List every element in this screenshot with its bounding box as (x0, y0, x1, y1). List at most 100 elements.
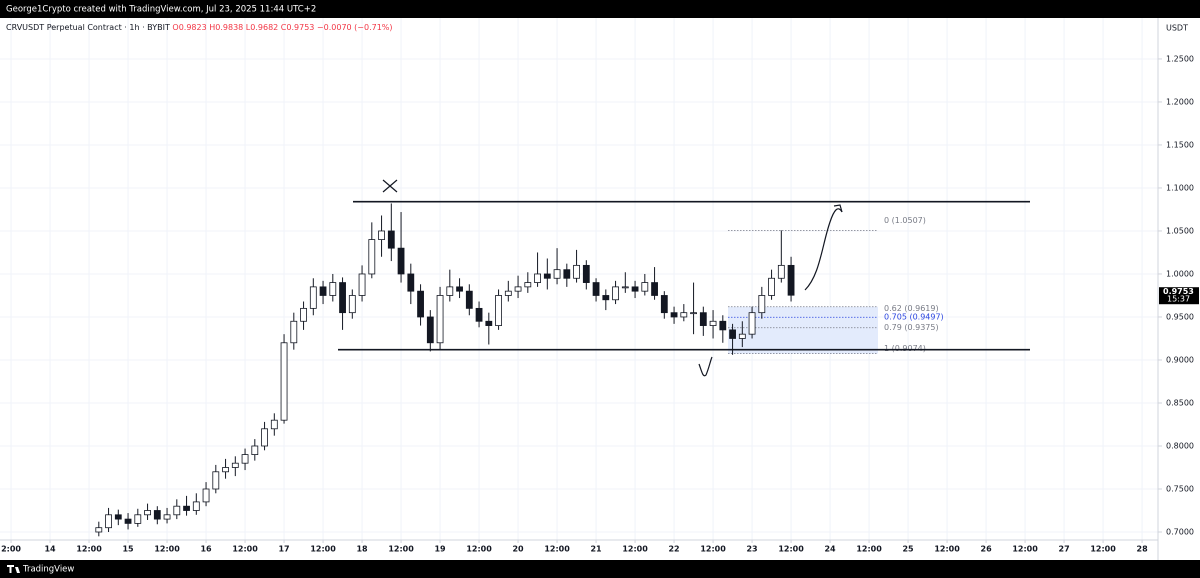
x-tick-label: 17 (278, 545, 289, 554)
y-tick-label: 0.8000 (1166, 441, 1194, 450)
x-tick-label: 25 (902, 545, 914, 554)
candle-body (465, 290, 473, 309)
candle-body (524, 282, 532, 288)
fib-label: 0.79 (0.9375) (884, 323, 939, 332)
candle-body (231, 462, 239, 468)
candle-body (153, 510, 161, 520)
x-tick-label: 12:00 (466, 545, 492, 554)
price-tag-countdown: 15:37 (1167, 295, 1190, 304)
x-tick-label: 12:00 (778, 545, 804, 554)
candle-body (397, 247, 405, 275)
symbol-text: O0.9823 (172, 23, 206, 32)
x-tick-label: 28 (1137, 545, 1149, 554)
candle-body (387, 230, 395, 249)
candle-body (641, 282, 649, 292)
candle-body (261, 428, 268, 447)
candle-body (212, 471, 220, 490)
candle-body (748, 312, 756, 335)
candle-body (660, 295, 668, 314)
drawing-x (382, 179, 398, 193)
x-tick-label: 20 (512, 545, 524, 554)
candle-body (456, 286, 463, 292)
x-tick-label: 14 (44, 545, 56, 554)
candle-body (738, 333, 746, 339)
y-tick-label: 0.7500 (1166, 484, 1194, 493)
candle-body (582, 264, 590, 283)
x-tick-label: 12:00 (1012, 545, 1038, 554)
candle-body (719, 320, 727, 331)
candle-body (163, 514, 171, 520)
candle-body (592, 282, 600, 296)
symbol-info: CRVUSDT Perpetual Contract · 1h · BYBIT … (6, 23, 393, 32)
x-tick-label: 12:00 (232, 545, 258, 554)
drawing-arrow (804, 208, 843, 291)
header-bar (0, 0, 1200, 18)
symbol-text: C0.9753 (281, 23, 315, 32)
x-tick-label: 15 (122, 545, 134, 554)
price-tag-value: 0.9753 (1163, 287, 1194, 296)
x-tick-label: 12:00 (856, 545, 882, 554)
x-tick-label: 12:00 (622, 545, 648, 554)
candle-body (543, 273, 551, 279)
candle-body (729, 329, 736, 339)
y-tick-label: 1.2500 (1166, 54, 1194, 63)
y-tick-label: 1.1500 (1166, 140, 1194, 149)
x-tick-label: 16 (200, 545, 212, 554)
y-tick-label: 0.9000 (1166, 355, 1194, 364)
candle-body (241, 454, 249, 464)
x-tick-label: 12:00 (76, 545, 102, 554)
symbol-text: H0.9838 (209, 23, 243, 32)
candle-body (378, 230, 385, 240)
candle-body (787, 264, 795, 296)
candle-body (105, 514, 112, 529)
candle-body (504, 290, 512, 296)
candle-body (329, 282, 337, 296)
candle-body (251, 445, 259, 455)
x-tick-label: 23 (746, 545, 757, 554)
x-tick-label: 18 (356, 545, 368, 554)
y-tick-label: 1.1000 (1166, 183, 1194, 192)
fib-label: 0 (1.0507) (884, 216, 926, 225)
logo (7, 565, 20, 573)
y-tick-label: 0.9500 (1166, 312, 1194, 321)
plot-area (0, 18, 1158, 540)
candle-body (651, 282, 658, 296)
candle-body (358, 273, 366, 296)
candle-body (309, 286, 317, 309)
candle-body (563, 269, 571, 279)
candle-body (670, 312, 678, 318)
price-tag (1159, 287, 1199, 305)
candle-body (290, 320, 298, 344)
candle-body (173, 505, 181, 516)
x-tick-label: 2:00 (1, 545, 21, 554)
x-tick-label: 12:00 (1090, 545, 1116, 554)
x-tick-label: 24 (824, 545, 836, 554)
candle-body (534, 273, 541, 283)
x-tick-label: 22 (668, 545, 679, 554)
symbol-text: CRVUSDT Perpetual Contract · 1h · BYBIT (6, 23, 170, 32)
candle-body (475, 307, 483, 322)
candle-body (417, 290, 424, 318)
candle-body (134, 514, 142, 524)
candle-body (192, 501, 200, 511)
candle-body (709, 320, 717, 326)
candle-body (270, 419, 278, 430)
candle-body (514, 286, 522, 292)
candle-body (495, 295, 502, 326)
candle-body (768, 277, 775, 296)
fib-label: 0.705 (0.9497) (884, 313, 944, 322)
candle-body (124, 518, 132, 524)
y-tick-label: 0.8500 (1166, 398, 1194, 407)
footer-bar (0, 560, 1200, 578)
candle-body (553, 269, 561, 279)
drawing-check (698, 356, 713, 377)
x-tick-label: 12:00 (310, 545, 336, 554)
candle-body (319, 286, 327, 296)
candle-body (114, 514, 122, 520)
fib-label: 1 (0.9074) (884, 344, 926, 353)
candle-body (426, 316, 434, 344)
candle-body (573, 264, 580, 279)
candle-body (680, 312, 688, 318)
y-tick-label: 1.2000 (1166, 97, 1194, 106)
